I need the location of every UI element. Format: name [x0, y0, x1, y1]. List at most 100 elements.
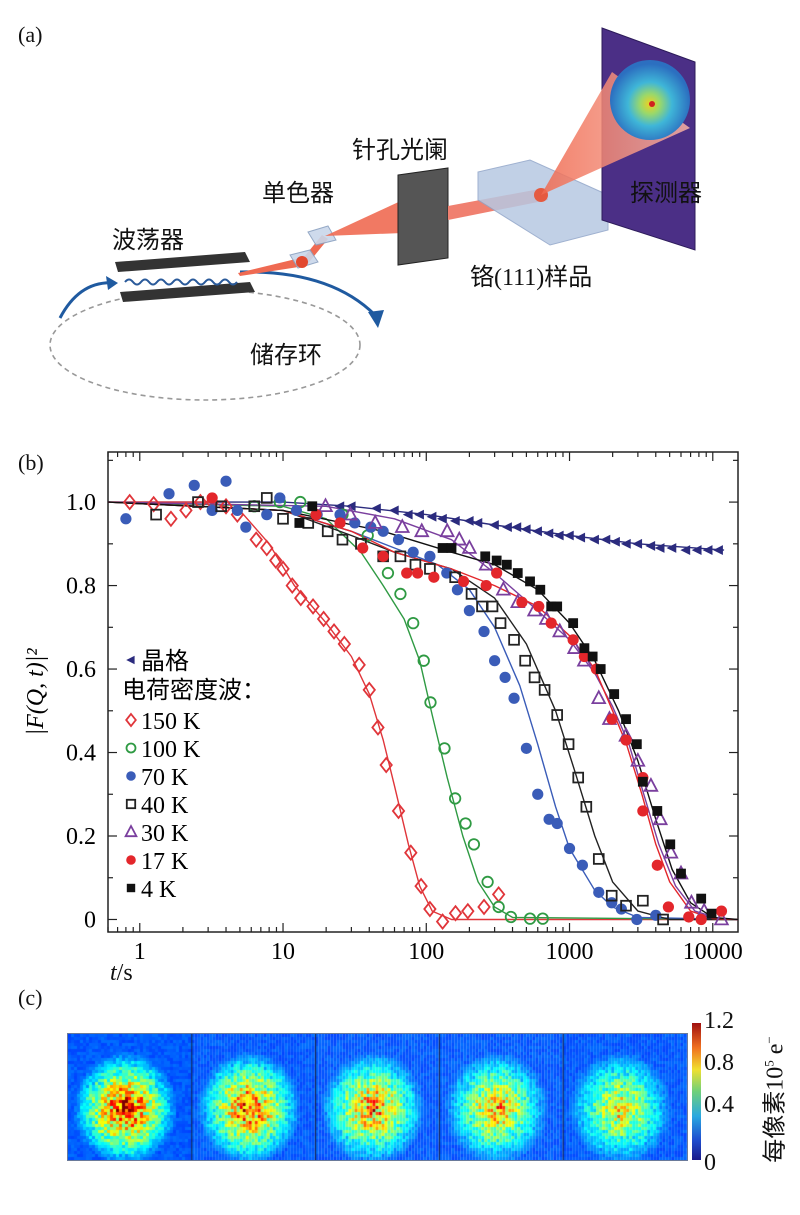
data-point-40k: [519, 654, 531, 667]
data-point-lattice: [600, 534, 611, 545]
data-point-70k: [631, 913, 643, 926]
data-point-4k: [665, 839, 676, 850]
data-point-70k: [392, 534, 405, 546]
ring-arrow: [58, 281, 116, 319]
data-point-lattice: [414, 509, 424, 520]
data-point-100k: [504, 910, 518, 924]
data-point-30k: [630, 751, 646, 767]
data-point-70k: [261, 509, 273, 521]
data-point-70k: [451, 584, 464, 596]
speckle-frames: [67, 1033, 688, 1161]
data-point-17k: [637, 805, 649, 817]
legend-marker: [125, 712, 137, 728]
colorbar-tick: 0: [704, 1150, 716, 1176]
data-point-lattice: [388, 505, 399, 516]
data-point-lattice: [713, 545, 723, 555]
data-point-17k: [480, 579, 492, 592]
data-point-70k: [240, 521, 252, 533]
data-point-17k: [715, 905, 728, 917]
panel-b-label: (b): [18, 450, 44, 475]
data-point-40k: [528, 671, 541, 684]
data-point-lattice: [589, 534, 599, 545]
data-point-17k: [412, 567, 424, 579]
data-point-4k: [307, 501, 318, 512]
legend-label: 17 K: [141, 849, 189, 875]
data-point-100k: [523, 912, 537, 925]
data-point-lattice: [532, 526, 542, 537]
data-point-40k: [465, 588, 478, 600]
data-point-17k: [206, 492, 218, 504]
pinhole-label: 针孔光阑: [352, 138, 448, 164]
data-point-40k: [592, 853, 605, 865]
y-tick-label: 1.0: [66, 490, 96, 516]
data-point-150k: [146, 495, 161, 513]
data-point-150k: [337, 635, 352, 653]
data-point-4k: [609, 689, 620, 699]
data-point-150k: [249, 531, 263, 549]
data-point-30k: [461, 539, 478, 554]
data-point-40k: [321, 525, 334, 538]
colorbar-label: 每像素105 e−: [755, 985, 790, 1215]
data-point-30k: [478, 555, 494, 571]
data-point-150k: [219, 497, 233, 515]
data-point-70k: [424, 550, 436, 562]
data-point-70k: [290, 504, 303, 517]
data-point-150k: [362, 681, 377, 699]
data-point-30k: [713, 910, 730, 926]
arrow-head-right: [368, 310, 384, 328]
data-point-70k: [551, 817, 563, 830]
data-point-150k: [414, 877, 428, 895]
data-point-lattice: [426, 511, 437, 522]
data-point-lattice: [691, 545, 702, 555]
data-point-30k: [551, 622, 568, 638]
data-point-4k: [546, 601, 557, 612]
data-point-150k: [435, 913, 450, 931]
data-point-lattice: [463, 515, 474, 526]
data-point-4k: [595, 664, 606, 674]
data-point-150k: [193, 493, 208, 511]
colorbar-tick: 0.8: [704, 1050, 734, 1076]
panel-c-label: (c): [18, 985, 43, 1010]
data-point-lattice: [632, 538, 643, 549]
fit-line-17k: [107, 501, 739, 921]
data-point-70k: [463, 605, 475, 617]
x-tick-label: 10: [271, 939, 295, 965]
detector-label: 探测器: [630, 181, 702, 207]
data-point-lattice: [449, 515, 460, 526]
data-point-40k: [394, 550, 407, 563]
legend-marker: [125, 798, 137, 810]
data-point-17k: [662, 901, 674, 913]
data-point-150k: [491, 885, 506, 903]
sample-crystal: [477, 159, 609, 246]
data-point-30k: [652, 810, 669, 826]
data-point-70k: [489, 655, 501, 667]
data-point-lattice: [511, 522, 522, 533]
data-point-30k: [566, 639, 583, 654]
data-point-40k: [150, 508, 162, 521]
data-point-30k: [683, 893, 700, 909]
data-point-4k: [579, 643, 590, 654]
data-point-150k: [179, 501, 193, 519]
data-point-70k: [231, 504, 243, 517]
decay-chart: 1 10 100 1000 10000 0 0.2 0.4 0.6 0.8 1.0 |F(Q, t)|…: [23, 451, 743, 965]
data-point-70k: [163, 488, 175, 500]
data-point-100k: [492, 900, 505, 914]
data-point-40k: [260, 492, 273, 504]
data-point-4k: [552, 601, 563, 612]
speckle-pattern: [610, 60, 690, 140]
undulator-icon: [115, 235, 255, 302]
data-point-17k: [651, 859, 663, 871]
data-point-40k: [551, 709, 563, 721]
y-tick-label: 0.8: [66, 574, 96, 600]
data-point-70k: [508, 692, 520, 704]
beam: [238, 258, 305, 276]
data-point-70k: [576, 859, 589, 871]
data-point-17k: [357, 542, 369, 554]
data-point-70k: [334, 509, 346, 521]
data-point-150k: [371, 719, 385, 736]
data-point-150k: [379, 756, 393, 774]
data-point-100k: [448, 792, 462, 805]
data-point-lattice: [502, 522, 512, 533]
data-point-150k: [276, 560, 290, 578]
legend-heading: 电荷密度波：: [122, 677, 266, 704]
